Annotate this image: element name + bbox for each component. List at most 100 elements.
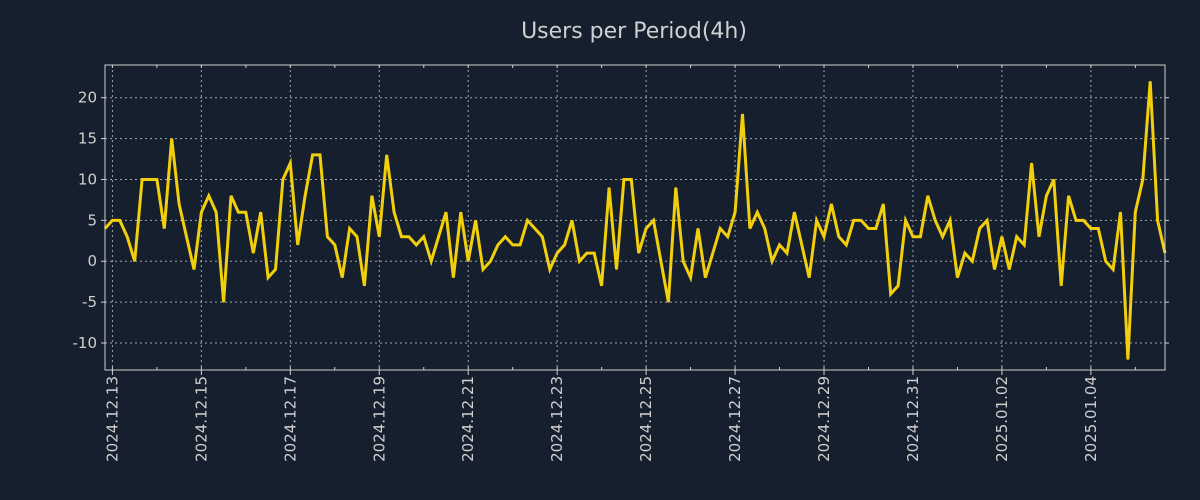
data-point [593,252,595,254]
data-point [719,228,721,230]
chart-title: Users per Period(4h) [521,19,747,44]
data-point [193,268,195,270]
data-point [497,244,499,246]
data-point [615,268,617,270]
data-point [801,244,803,246]
data-point [964,252,966,254]
data-point [845,244,847,246]
data-point [119,219,121,221]
data-point [534,228,536,230]
y-axis: -10 -5 0 5 10 15 20 [73,89,1169,352]
x-tick-label: 2024.12.13 [103,376,121,462]
x-tick-label: 2024.12.27 [726,376,744,462]
data-point [586,252,588,254]
data-point [1053,178,1055,180]
data-point [630,178,632,180]
x-tick-label: 2024.12.17 [281,376,299,462]
x-axis: 2024.12.13 2024.12.15 2024.12.17 2024.12.19… [103,65,1136,462]
data-point [1127,358,1129,360]
data-point [771,260,773,262]
data-point [1045,195,1047,197]
data-point [979,228,981,230]
y-tick-label: 5 [87,211,97,229]
y-tick-label: -10 [73,334,98,352]
data-point [1031,162,1033,164]
data-point [727,236,729,238]
data-point [608,187,610,189]
data-point [171,138,173,140]
data-point [793,211,795,213]
x-tick-label: 2025.01.04 [1082,376,1100,462]
data-point [838,236,840,238]
data-point [252,252,254,254]
data-point [549,268,551,270]
data-point [489,260,491,262]
data-point [660,260,662,262]
data-point [1001,236,1003,238]
y-tick-label: -5 [82,293,97,311]
data-point [756,211,758,213]
data-point [334,244,336,246]
data-point [1060,285,1062,287]
data-point [919,236,921,238]
data-point [867,228,869,230]
data-point [289,162,291,164]
data-point [1134,211,1136,213]
data-point [148,178,150,180]
y-tick-label: 0 [87,252,97,270]
data-point [1068,195,1070,197]
data-point [927,195,929,197]
data-point [1120,211,1122,213]
y-tick-label: 10 [78,170,97,188]
x-tick-label: 2024.12.15 [192,376,210,462]
data-point [942,236,944,238]
data-point [986,219,988,221]
data-point [853,219,855,221]
data-point [415,244,417,246]
data-point [934,219,936,221]
data-point [223,301,225,303]
x-tick-label: 2024.12.19 [370,376,388,462]
data-point [1082,219,1084,221]
data-point [1038,236,1040,238]
data-point [882,203,884,205]
data-point [564,244,566,246]
data-point [482,268,484,270]
data-point [438,236,440,238]
data-point [363,285,365,287]
data-point [304,195,306,197]
data-point [623,178,625,180]
data-point [675,187,677,189]
data-point [215,211,217,213]
x-tick-label: 2025.01.02 [993,376,1011,462]
data-point [156,178,158,180]
data-point [1016,236,1018,238]
data-point [860,219,862,221]
data-point [519,244,521,246]
data-point [905,219,907,221]
data-point [445,211,447,213]
data-point [1008,268,1010,270]
data-point [667,301,669,303]
data-point [408,236,410,238]
data-point [779,244,781,246]
x-tick-label: 2024.12.23 [548,376,566,462]
data-point [200,211,202,213]
data-point [430,260,432,262]
series [103,80,1167,360]
data-point [260,211,262,213]
data-point [512,244,514,246]
data-point [371,195,373,197]
data-point [208,195,210,197]
data-point [274,268,276,270]
data-point [1075,219,1077,221]
data-point [786,252,788,254]
data-point [163,228,165,230]
data-point [1157,219,1159,221]
y-tick-label: 15 [78,130,97,148]
data-point [230,195,232,197]
data-point [267,277,269,279]
plot-frame [104,64,1166,371]
data-point [111,219,113,221]
